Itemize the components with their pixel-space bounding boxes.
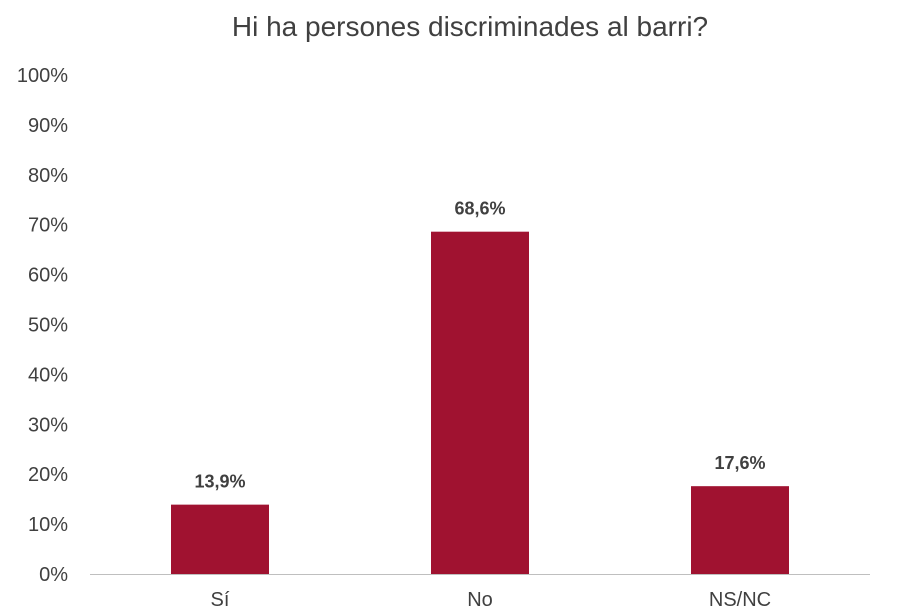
y-tick-label: 0%	[39, 564, 68, 586]
y-tick-label: 90%	[28, 115, 68, 137]
bars	[171, 231, 789, 574]
y-tick-label: 40%	[28, 364, 68, 386]
y-tick-label: 80%	[28, 165, 68, 187]
x-tick-label: Sí	[211, 589, 230, 611]
x-axis-ticks: Sí No NS/NC	[211, 589, 772, 611]
y-tick-label: 50%	[28, 315, 68, 337]
x-tick-label: No	[467, 589, 493, 611]
bar	[171, 504, 269, 574]
y-tick-label: 20%	[28, 464, 68, 486]
y-tick-label: 60%	[28, 265, 68, 287]
data-label: 68,6%	[454, 199, 505, 219]
chart-title: Hi ha persones discriminades al barri?	[232, 11, 708, 42]
bar	[431, 231, 529, 574]
y-tick-label: 70%	[28, 215, 68, 237]
y-axis-ticks: 0% 10% 20% 30% 40% 50% 60% 70% 80% 90% 100%	[17, 65, 68, 586]
y-tick-label: 10%	[28, 514, 68, 536]
y-tick-label: 100%	[17, 65, 68, 87]
data-labels: 13,9% 68,6% 17,6%	[194, 199, 765, 492]
bar	[691, 486, 789, 574]
y-tick-label: 30%	[28, 414, 68, 436]
data-label: 13,9%	[194, 472, 245, 492]
x-tick-label: NS/NC	[709, 589, 771, 611]
data-label: 17,6%	[714, 453, 765, 473]
